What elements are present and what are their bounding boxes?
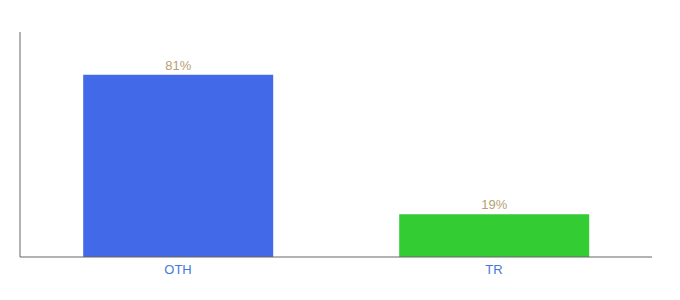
svg-text:TR: TR xyxy=(485,262,502,277)
svg-text:19%: 19% xyxy=(481,197,507,212)
svg-text:81%: 81% xyxy=(165,58,191,73)
svg-text:OTH: OTH xyxy=(164,262,191,277)
